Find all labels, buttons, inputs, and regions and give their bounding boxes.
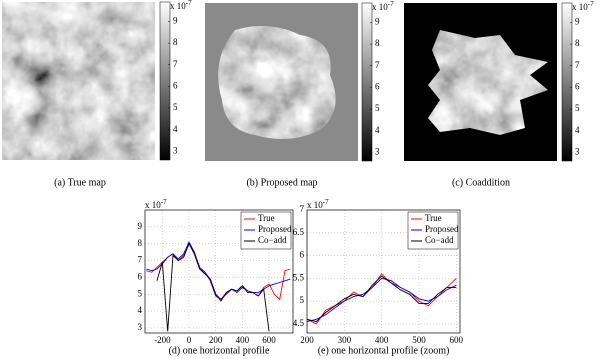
legend-label: Co−add	[258, 235, 287, 245]
colorbar-tick-label: 9	[375, 17, 380, 27]
colorbar-tick-label: 6	[173, 80, 178, 90]
coaddition-map	[404, 3, 557, 161]
chart-caption: (e) one horizontal profile (zoom)	[318, 345, 450, 356]
y-tick-label: 9	[138, 221, 143, 231]
y-tick-label: 4.5	[293, 318, 305, 328]
data-line	[146, 242, 291, 301]
colorbar-tick-label: 6	[575, 81, 580, 91]
colorbar-tick-label: 5	[173, 102, 178, 112]
legend-label: Proposed	[425, 224, 459, 234]
colorbar-tick-label: 8	[173, 37, 178, 47]
panel-caption: (c) Coaddition	[452, 177, 510, 188]
scale-exponent: -7	[588, 0, 594, 8]
colorbar-tick-label: 7	[575, 60, 580, 70]
plot-frame	[306, 209, 461, 334]
scale-label: x 10-7	[170, 0, 192, 11]
colorbar-tick-label: 3	[375, 146, 380, 156]
panel-caption: (a) True map	[54, 177, 106, 188]
colorbar-tick-label: 8	[375, 38, 380, 48]
x-tick-label: 600	[450, 335, 464, 345]
y-tick-label: 6	[300, 250, 305, 260]
legend-label: Co−add	[425, 235, 454, 245]
colorbar-tick-label: 4	[575, 125, 580, 135]
panel-caption: (b) Proposed map	[246, 177, 317, 188]
colorbar-tick-label: 9	[173, 16, 178, 26]
scale-label: x 10-7	[145, 198, 167, 210]
colorbar-tick-label: 7	[375, 60, 380, 70]
scale-exponent: -7	[186, 0, 192, 7]
y-tick-label: 6	[138, 271, 143, 281]
scale-base: x 10	[145, 200, 161, 210]
true-map	[2, 2, 155, 160]
chart-caption: (d) one horizontal profile	[169, 345, 270, 356]
x-tick-label: 400	[236, 335, 250, 345]
data-line	[307, 275, 457, 323]
colorbar-tick-label: 3	[173, 145, 178, 155]
data-line	[146, 240, 291, 300]
scale-exponent: -7	[388, 0, 394, 8]
colorbar	[159, 1, 171, 161]
scale-base: x 10	[170, 1, 186, 11]
x-tick-label: 200	[300, 335, 314, 345]
colorbar-tick-label: 5	[575, 103, 580, 113]
legend-label: Proposed	[258, 224, 292, 234]
data-line	[307, 277, 457, 323]
plot-frame	[144, 209, 294, 334]
colorbar-tick-label: 4	[375, 125, 380, 135]
x-tick-label: 600	[262, 335, 276, 345]
colorbar-tick-label: 8	[575, 38, 580, 48]
y-tick-label: 5.5	[293, 272, 305, 282]
legend-label: True	[425, 213, 442, 223]
y-tick-label: 7	[300, 204, 305, 214]
y-tick-label: 6.5	[293, 227, 305, 237]
colorbar-tick-label: 7	[173, 59, 178, 69]
y-tick-label: 4	[138, 305, 143, 315]
scale-label: x 10-7	[307, 198, 329, 210]
x-tick-label: 300	[338, 335, 352, 345]
scale-exponent: -7	[161, 198, 167, 206]
y-tick-label: 5	[138, 288, 143, 298]
x-tick-label: 500	[412, 335, 426, 345]
proposed-map	[205, 3, 358, 161]
scale-base: x 10	[372, 2, 388, 12]
scale-base: x 10	[572, 2, 588, 12]
y-tick-label: 8	[138, 238, 143, 248]
legend-label: True	[258, 213, 275, 223]
colorbar-tick-label: 5	[375, 103, 380, 113]
x-tick-label: 0	[187, 335, 192, 345]
scale-label: x 10-7	[372, 0, 394, 12]
colorbar-tick-label: 4	[173, 124, 178, 134]
colorbar	[561, 2, 573, 162]
x-tick-label: 200	[209, 335, 223, 345]
x-tick-label: -200	[154, 335, 171, 345]
scale-base: x 10	[307, 200, 323, 210]
scale-exponent: -7	[323, 198, 329, 206]
colorbar	[361, 2, 373, 162]
y-tick-label: 3	[138, 322, 143, 332]
colorbar-tick-label: 6	[375, 81, 380, 91]
data-line	[307, 273, 457, 325]
scale-label: x 10-7	[572, 0, 594, 12]
colorbar-tick-label: 9	[575, 17, 580, 27]
y-tick-label: 5	[300, 295, 305, 305]
x-tick-label: 400	[375, 335, 389, 345]
colorbar-tick-label: 3	[575, 146, 580, 156]
y-tick-label: 7	[138, 255, 143, 265]
data-line	[156, 242, 270, 332]
